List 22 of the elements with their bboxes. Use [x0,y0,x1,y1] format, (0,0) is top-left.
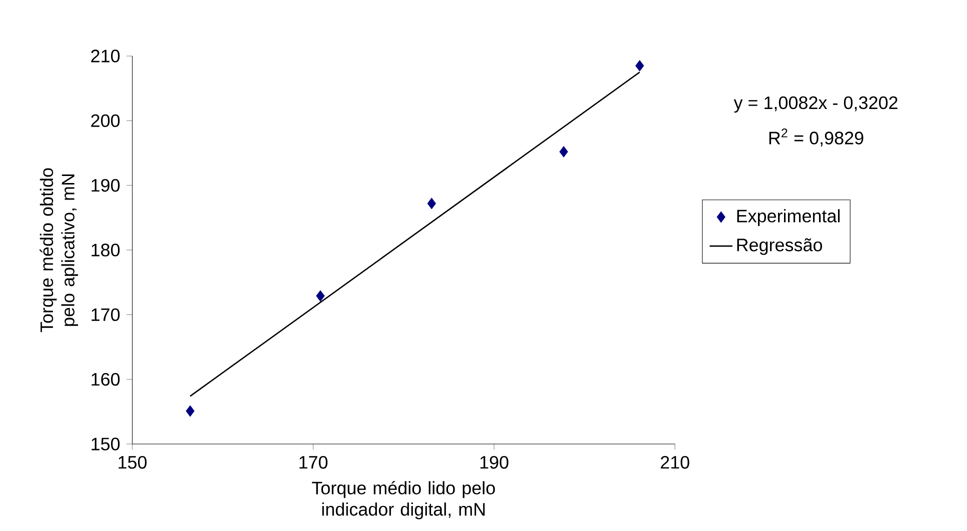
text: y = 1,0082x - 0,3202 [734,96,898,113]
point [427,198,436,210]
y-tick-label: 170 [92,308,120,322]
x-tick-label: 210 [660,456,690,469]
y-tick-label: 210 [91,50,120,62]
x-tick-label: 170 [300,456,328,469]
point [559,146,568,158]
legend-label: Regressão [737,238,822,255]
x-tick-label: 150 [118,456,147,469]
x-axis-title: Torque médio lido pelo indicador digital, mN [312,480,495,520]
y-tick-label: 180 [92,244,120,256]
y-axis-title: Torque médio obtido pelo aplicativo, mN [40,168,78,332]
x-tick-label: 190 [480,456,508,469]
y-tick-label: 190 [92,178,120,192]
y-tick-label: 160 [92,372,120,386]
point [186,405,194,417]
y-tick-label: 200 [91,114,120,128]
legend-label: Experimental [737,209,840,226]
text: R$^{2}$ = 0,9829 [769,128,864,147]
point [635,60,644,72]
point [316,290,325,302]
y-tick-label: 150 [92,438,120,450]
